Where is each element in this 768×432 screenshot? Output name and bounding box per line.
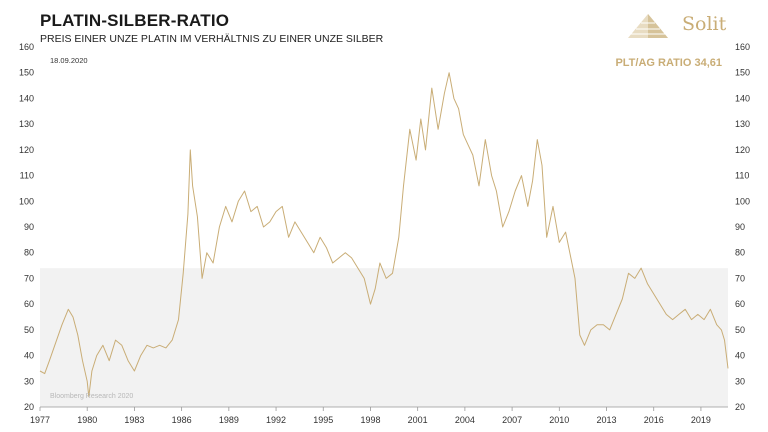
source-credit: Bloomberg Research 2020: [50, 393, 134, 400]
y-tick-label-left: 40: [24, 351, 34, 361]
y-tick-label-left: 100: [19, 196, 34, 206]
y-tick-label-left: 20: [24, 402, 34, 412]
x-tick-label: 2007: [502, 415, 522, 425]
y-tick-label-right: 110: [735, 171, 749, 181]
y-tick-label-right: 160: [735, 42, 750, 52]
y-tick-label-right: 150: [735, 68, 750, 78]
y-tick-label-left: 60: [24, 299, 34, 309]
y-tick-label-right: 80: [735, 248, 745, 258]
y-tick-label-right: 140: [735, 93, 750, 103]
x-tick-label: 1992: [266, 415, 286, 425]
x-tick-label: 2010: [549, 415, 569, 425]
y-tick-label-left: 160: [19, 42, 34, 52]
y-tick-label-right: 60: [735, 299, 745, 309]
x-tick-label: 1977: [30, 415, 50, 425]
series-layer: [39, 72, 729, 398]
current-ratio-label: PLT/AG RATIO 34,61: [615, 57, 722, 69]
x-tick-label: 1986: [172, 415, 192, 425]
x-tick-label: 2004: [455, 415, 475, 425]
y-tick-label-left: 150: [19, 68, 34, 78]
y-tick-label-left: 70: [24, 273, 34, 283]
y-axis-left: 20 30 40 50 60 70 80 90 100 110 120 130 140 150 160: [19, 42, 34, 412]
reference-band: [40, 268, 728, 407]
x-axis: 1977 1980 1983 1986 1989 1992 1995 1998 2001 2004…: [30, 406, 728, 425]
x-tick-label: 1983: [124, 415, 144, 425]
y-tick-label-right: 100: [735, 196, 750, 206]
y-tick-label-right: 30: [735, 376, 745, 386]
y-tick-label-left: 120: [19, 145, 34, 155]
band-rect: [40, 268, 728, 407]
x-tick-label: 1989: [219, 415, 239, 425]
chart-subtitle: PREIS EINER UNZE PLATIN IM VERHÄLTNIS ZU…: [40, 33, 384, 45]
y-tick-label-left: 80: [24, 248, 34, 258]
x-tick-label: 1998: [360, 415, 380, 425]
x-tick-label: 2019: [691, 415, 711, 425]
y-axis-right: 20 30 40 50 60 70 80 90 100 110 120 130 140 150 160: [735, 42, 750, 412]
x-tick-label: 2001: [408, 415, 428, 425]
series-line: [39, 72, 729, 398]
y-tick-label-left: 30: [24, 376, 34, 386]
y-tick-label-right: 130: [735, 119, 750, 129]
y-tick-label-right: 70: [735, 273, 745, 283]
y-tick-label-right: 20: [735, 402, 745, 412]
y-tick-label-left: 110: [20, 171, 34, 181]
x-tick-label: 1995: [313, 415, 333, 425]
y-tick-label-right: 90: [735, 222, 745, 232]
x-tick-label: 1980: [77, 415, 97, 425]
solit-logo-icon: [628, 14, 668, 38]
x-tick-label: 2016: [644, 415, 664, 425]
y-tick-label-left: 130: [19, 119, 34, 129]
y-tick-label-left: 50: [24, 325, 34, 335]
chart-title: PLATIN-SILBER-RATIO: [40, 11, 230, 30]
brand-name: Solit: [682, 13, 727, 35]
y-tick-label-right: 120: [735, 145, 750, 155]
y-tick-label-left: 140: [19, 93, 34, 103]
y-tick-label-right: 50: [735, 325, 745, 335]
y-tick-label-left: 90: [24, 222, 34, 232]
y-tick-label-right: 40: [735, 351, 745, 361]
date-label: 18.09.2020: [50, 56, 88, 65]
x-tick-label: 2013: [596, 415, 616, 425]
